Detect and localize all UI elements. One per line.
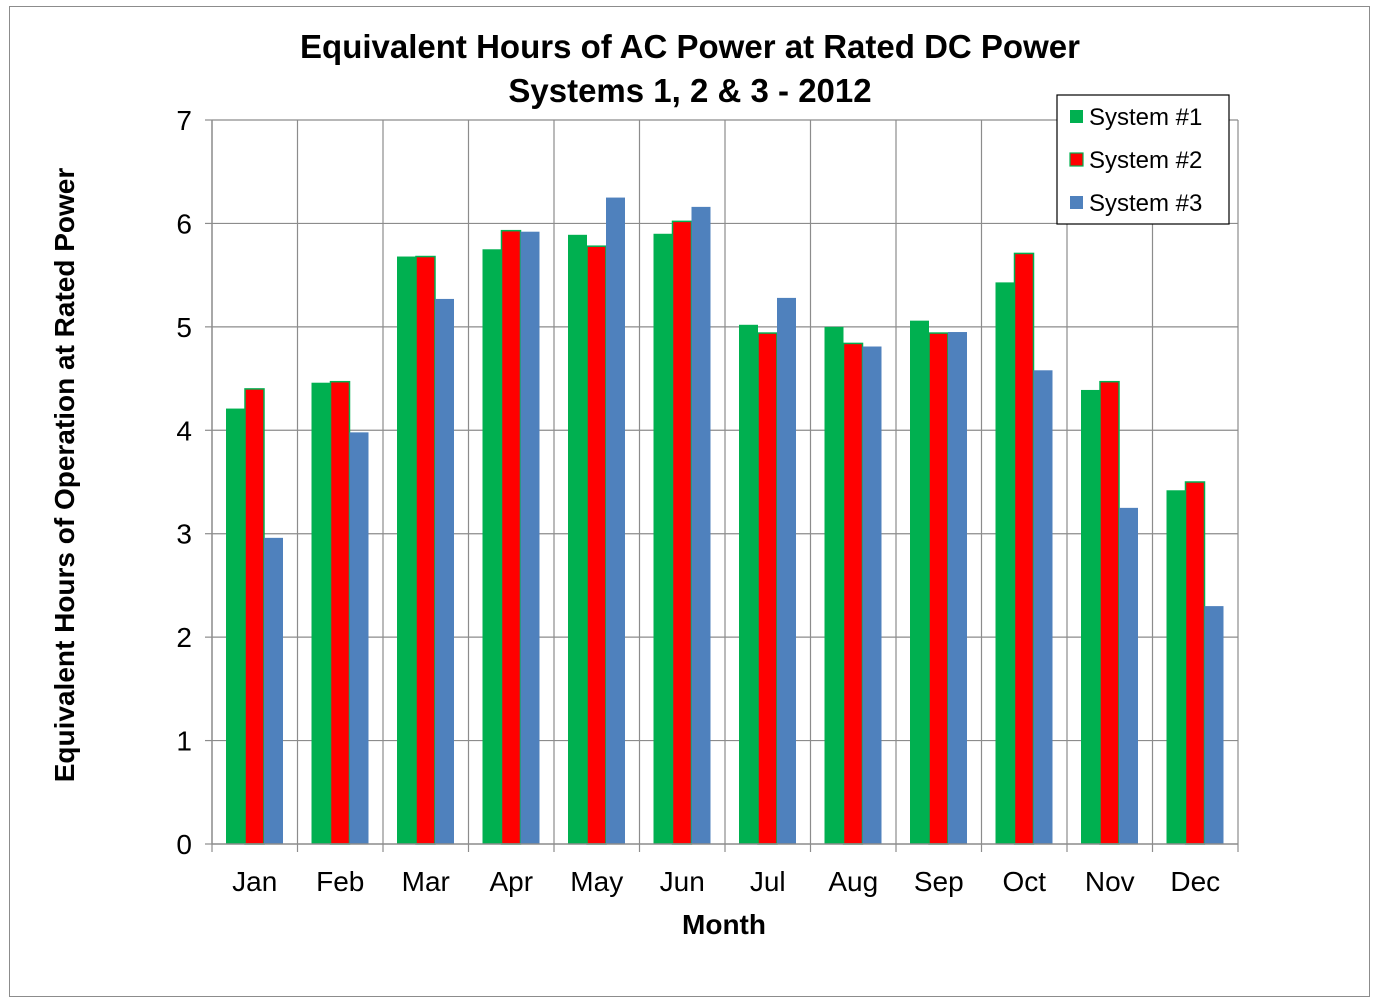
bar-system-2-feb bbox=[329, 380, 351, 845]
bar-system-1-oct bbox=[995, 282, 1015, 845]
bar-system-2-oct bbox=[1013, 252, 1035, 845]
bar-system-1-jul bbox=[739, 324, 758, 844]
legend-label: System #3 bbox=[1089, 190, 1202, 217]
bar-system-1-may bbox=[568, 234, 587, 844]
bar-system-2-apr bbox=[500, 229, 522, 845]
legend-label: System #1 bbox=[1089, 104, 1202, 131]
bar-system-1-jun bbox=[653, 233, 673, 844]
bar-system-2-jan bbox=[244, 388, 265, 845]
y-tick-label: 5 bbox=[176, 312, 192, 343]
x-tick-label: Oct bbox=[1002, 866, 1046, 897]
bar-system-1-feb bbox=[311, 382, 331, 844]
bar-system-3-aug bbox=[862, 346, 882, 844]
axes: 0 1 2 3 4 5 6 7 Jan Feb Mar Apr May Jun Jul Aug Sep Oct No… bbox=[176, 105, 1239, 897]
bar-system-1-sep bbox=[910, 320, 929, 844]
x-tick-label: Mar bbox=[402, 866, 450, 897]
x-tick-label: Jul bbox=[750, 866, 786, 897]
legend-swatch bbox=[1070, 196, 1083, 209]
gridlines bbox=[212, 119, 1239, 844]
y-tick-label: 6 bbox=[176, 208, 192, 239]
y-tick-label: 1 bbox=[176, 726, 192, 757]
bar-system-3-oct bbox=[1033, 370, 1053, 844]
bar-system-2-dec bbox=[1184, 481, 1206, 845]
x-tick-label: Sep bbox=[914, 866, 964, 897]
x-axis-title: Month bbox=[682, 909, 766, 940]
bar-system-2-may bbox=[586, 245, 607, 845]
bar-system-2-jun bbox=[671, 220, 693, 845]
bar-system-1-aug bbox=[824, 326, 844, 844]
x-tick-label: Nov bbox=[1085, 866, 1135, 897]
chart-title: Equivalent Hours of AC Power at Rated DC… bbox=[300, 28, 1080, 65]
chart-subtitle: Systems 1, 2 & 3 - 2012 bbox=[508, 72, 871, 109]
bar-system-3-jun bbox=[691, 206, 711, 844]
bar-system-2-aug bbox=[842, 342, 864, 845]
x-tick-label: Dec bbox=[1170, 866, 1220, 897]
bar-system-3-dec bbox=[1204, 606, 1224, 844]
bar-system-2-mar bbox=[415, 255, 436, 845]
bar-system-3-nov bbox=[1119, 507, 1138, 844]
y-tick-label: 7 bbox=[176, 105, 192, 136]
bar-system-3-sep bbox=[948, 332, 967, 844]
legend-swatch bbox=[1070, 110, 1083, 123]
x-tick-label: Jun bbox=[660, 866, 705, 897]
x-tick-label: Apr bbox=[489, 866, 533, 897]
y-tick-label: 4 bbox=[176, 415, 192, 446]
bar-system-3-apr bbox=[520, 231, 540, 844]
bar-system-3-feb bbox=[349, 432, 369, 844]
bar-system-2-sep bbox=[928, 332, 949, 845]
bar-system-3-mar bbox=[435, 298, 454, 845]
bar-system-3-jan bbox=[264, 537, 283, 844]
bar-system-1-nov bbox=[1081, 389, 1100, 844]
bar-system-1-dec bbox=[1166, 490, 1186, 844]
bar-system-1-apr bbox=[482, 249, 502, 845]
bar-system-2-nov bbox=[1099, 380, 1120, 845]
bar-system-3-jul bbox=[777, 297, 796, 844]
bar-system-1-jan bbox=[226, 408, 245, 844]
bar-system-3-may bbox=[606, 197, 625, 845]
bar-system-2-jul bbox=[757, 332, 778, 845]
x-tick-label: Aug bbox=[828, 866, 878, 897]
legend-box bbox=[1056, 94, 1230, 225]
y-tick-label: 2 bbox=[176, 622, 192, 653]
y-tick-label: 3 bbox=[176, 519, 192, 550]
bar-system-1-mar bbox=[397, 256, 416, 844]
x-tick-label: May bbox=[570, 866, 623, 897]
legend-swatch bbox=[1069, 152, 1084, 167]
legend: System #1 System #2 System #3 bbox=[1056, 94, 1230, 225]
x-tick-label: Jan bbox=[232, 866, 277, 897]
bars bbox=[226, 197, 1224, 845]
y-axis-title: Equivalent Hours of Operation at Rated P… bbox=[49, 168, 80, 783]
legend-label: System #2 bbox=[1089, 147, 1202, 174]
y-tick-label: 0 bbox=[176, 829, 192, 860]
x-tick-label: Feb bbox=[316, 866, 364, 897]
